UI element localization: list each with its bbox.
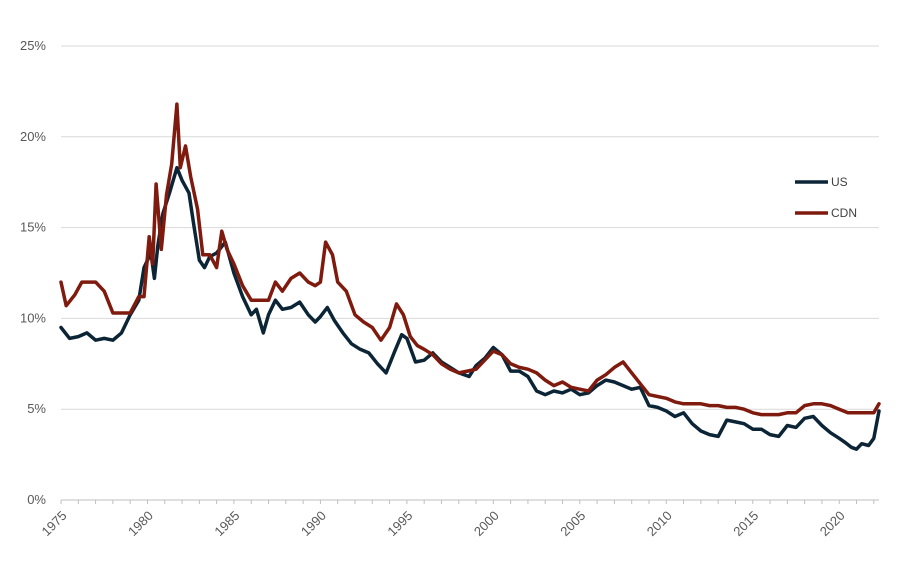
y-tick-label: 0% bbox=[27, 492, 46, 507]
y-axis-tick-labels: 0% 5% 10% 15% 20% 25% bbox=[20, 38, 46, 507]
series-line-us bbox=[59, 165, 881, 451]
x-tick-label: 2005 bbox=[557, 508, 588, 539]
y-tick-label: 10% bbox=[20, 310, 46, 325]
gridlines bbox=[61, 45, 879, 410]
x-tick-label: 1990 bbox=[298, 508, 329, 539]
x-tick-label: 1980 bbox=[125, 508, 156, 539]
series-line-cdn bbox=[59, 102, 881, 417]
x-axis-ticks bbox=[60, 500, 875, 504]
y-tick-label: 5% bbox=[27, 401, 46, 416]
x-tick-label: 2020 bbox=[817, 508, 848, 539]
x-tick-label: 2010 bbox=[644, 508, 675, 539]
y-tick-label: 20% bbox=[20, 129, 46, 144]
legend-label-us: US bbox=[831, 175, 848, 189]
y-tick-label: 15% bbox=[20, 220, 46, 235]
legend-label-cdn: CDN bbox=[831, 206, 857, 220]
x-tick-label: 1995 bbox=[384, 508, 415, 539]
series-lines bbox=[59, 102, 881, 451]
x-axis-tick-labels: 1975 1980 1985 1990 1995 2000 2005 2010 2015 2020 bbox=[38, 508, 847, 539]
x-tick-label: 1985 bbox=[211, 508, 242, 539]
legend: US CDN bbox=[795, 175, 857, 220]
x-tick-label: 2000 bbox=[471, 508, 502, 539]
x-tick-label: 2015 bbox=[730, 508, 761, 539]
x-tick-label: 1975 bbox=[38, 508, 69, 539]
y-tick-label: 25% bbox=[20, 38, 46, 53]
